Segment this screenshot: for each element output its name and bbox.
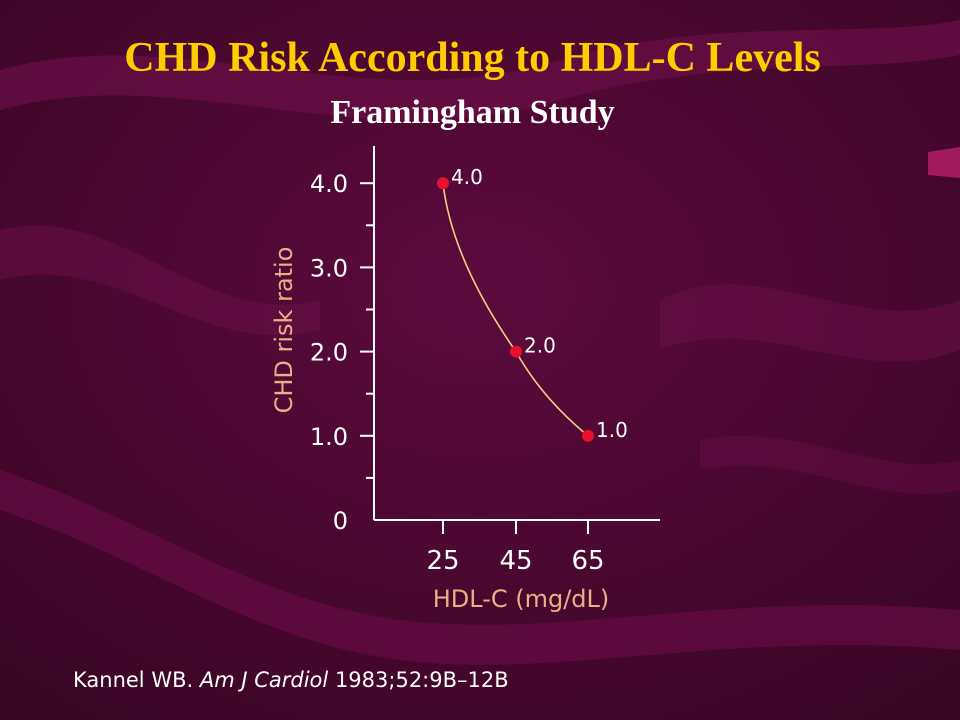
slide-title: CHD Risk According to HDL-C Levels xyxy=(124,35,821,81)
x-tick-label: 45 xyxy=(499,546,532,576)
x-tick-label: 65 xyxy=(571,546,604,576)
y-tick-label: 1.0 xyxy=(310,423,348,451)
y-axis-label: CHD risk ratio xyxy=(270,247,298,414)
y-tick-label: 3.0 xyxy=(310,254,348,282)
data-point xyxy=(510,345,522,358)
data-point-label: 4.0 xyxy=(451,165,483,189)
data-point-label: 2.0 xyxy=(524,334,556,358)
citation: Kannel WB. Am J Cardiol 1983;52:9B–12B xyxy=(73,668,509,692)
y-tick-label: 4.0 xyxy=(310,170,348,198)
data-point-label: 1.0 xyxy=(596,418,628,442)
citation-details: 1983;52:9B–12B xyxy=(334,668,509,692)
data-point xyxy=(437,177,449,190)
x-tick-label: 25 xyxy=(426,546,459,576)
x-axis-label: HDL-C (mg/dL) xyxy=(433,585,610,613)
data-point xyxy=(582,429,594,442)
slide-subtitle: Framingham Study xyxy=(330,94,615,131)
citation-authors: Kannel WB. xyxy=(73,668,194,692)
y-tick-label: 2.0 xyxy=(310,339,348,367)
risk-curve xyxy=(442,183,589,437)
citation-journal: Am J Cardiol xyxy=(199,668,329,692)
y-tick-label: 0 xyxy=(333,507,348,535)
